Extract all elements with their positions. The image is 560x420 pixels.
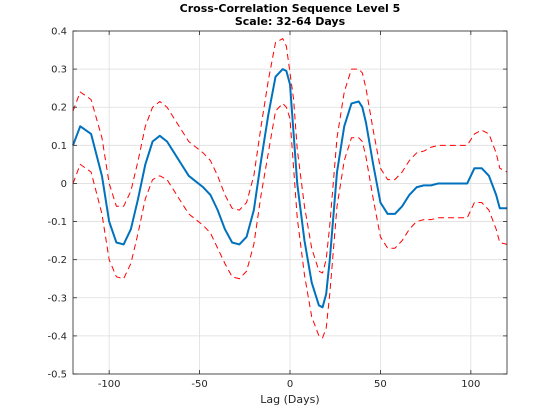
y-tick-label: -0.5 (47, 370, 67, 381)
x-axis-label: Lag (Days) (260, 393, 319, 406)
y-tick-label: 0.3 (51, 65, 67, 76)
confidence-bound-line (72, 38, 508, 274)
x-tick-label: 0 (287, 379, 293, 390)
cross-correlation-line (72, 68, 507, 309)
y-tick-label: 0.1 (51, 141, 67, 152)
axis-ticks: -100 -50 0 50 100 -0.5 -0.4 -0.3 -0.2 -0.1 0 0.1 0.2… (47, 27, 507, 390)
y-tick-label: -0.3 (47, 293, 67, 304)
y-tick-label: -0.4 (47, 331, 67, 342)
plot-series (72, 38, 508, 339)
y-tick-label: -0.1 (47, 217, 67, 228)
chart-subtitle: Scale: 32-64 Days (235, 15, 346, 28)
x-tick-label: -50 (191, 379, 207, 390)
x-tick-label: 50 (374, 379, 387, 390)
x-tick-label: -100 (98, 379, 121, 390)
y-tick-label: 0 (61, 179, 67, 190)
confidence-bound-line (72, 102, 508, 339)
x-tick-label: 100 (461, 379, 480, 390)
chart-title: Cross-Correlation Sequence Level 5 (180, 2, 401, 15)
y-tick-label: -0.2 (47, 255, 67, 266)
y-tick-label: 0.4 (51, 27, 67, 38)
y-tick-label: 0.2 (51, 103, 67, 114)
